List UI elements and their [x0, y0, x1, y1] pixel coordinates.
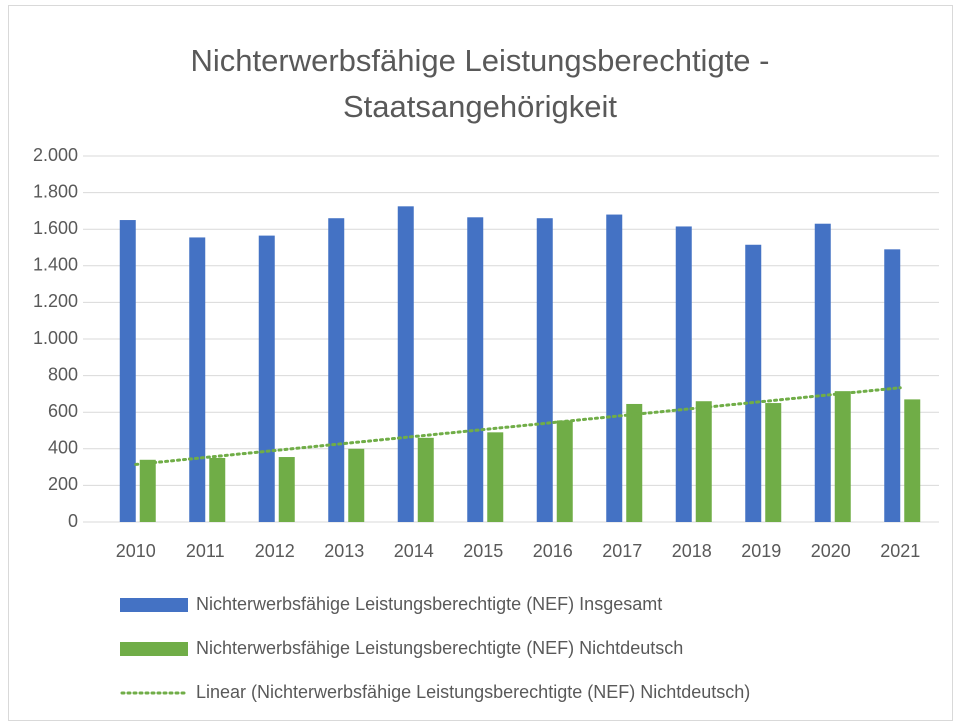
trendline: [134, 386, 902, 466]
bar: [278, 457, 295, 522]
y-tick-label: 1.200: [33, 291, 78, 311]
bar: [328, 218, 345, 522]
legend-swatch: [120, 642, 188, 656]
x-tick-label: 2016: [533, 541, 573, 561]
bar: [487, 432, 504, 522]
y-tick-label: 800: [48, 364, 78, 384]
x-tick-label: 2019: [741, 541, 781, 561]
bar: [119, 220, 136, 523]
bar: [834, 391, 851, 522]
bar: [904, 399, 921, 522]
y-tick-label: 1.000: [33, 328, 78, 348]
x-tick-label: 2020: [811, 541, 851, 561]
y-tick-label: 200: [48, 474, 78, 494]
x-tick-label: 2012: [255, 541, 295, 561]
bar: [556, 420, 573, 522]
bar: [139, 459, 156, 522]
x-tick-label: 2014: [394, 541, 434, 561]
bar: [675, 226, 692, 522]
chart-border: [8, 5, 953, 721]
legend-swatch: [120, 598, 188, 612]
bar: [536, 218, 553, 522]
bar: [189, 237, 206, 522]
y-tick-label: 400: [48, 438, 78, 458]
x-tick-label: 2017: [602, 541, 642, 561]
x-tick-label: 2018: [672, 541, 712, 561]
y-tick-label: 1.800: [33, 181, 78, 201]
x-tick-label: 2015: [463, 541, 503, 561]
x-tick-label: 2013: [324, 541, 364, 561]
y-tick-label: 600: [48, 401, 78, 421]
bar: [348, 448, 365, 522]
y-tick-label: 0: [68, 511, 78, 531]
bar: [467, 217, 484, 522]
bar: [626, 403, 643, 522]
bar: [765, 403, 782, 522]
y-tick-label: 2.000: [33, 145, 78, 165]
legend-label: Linear (Nichterwerbsfähige Leistungsbere…: [196, 682, 750, 702]
bar: [884, 249, 901, 522]
bar: [417, 437, 434, 522]
y-tick-label: 1.400: [33, 255, 78, 275]
legend-label: Nichterwerbsfähige Leistungsberechtigte …: [196, 594, 662, 614]
bar: [209, 457, 226, 522]
x-tick-label: 2021: [880, 541, 920, 561]
bar: [814, 223, 831, 522]
bar: [606, 214, 623, 522]
chart-title: Nichterwerbsfähige Leistungsberechtigte …: [190, 43, 770, 124]
x-tick-label: 2010: [116, 541, 156, 561]
bar: [258, 235, 275, 523]
legend-label: Nichterwerbsfähige Leistungsberechtigte …: [196, 638, 683, 658]
bar: [397, 206, 414, 522]
x-tick-label: 2011: [186, 541, 225, 561]
bar: [695, 401, 712, 522]
bar: [745, 244, 762, 522]
y-tick-label: 1.600: [33, 218, 78, 238]
